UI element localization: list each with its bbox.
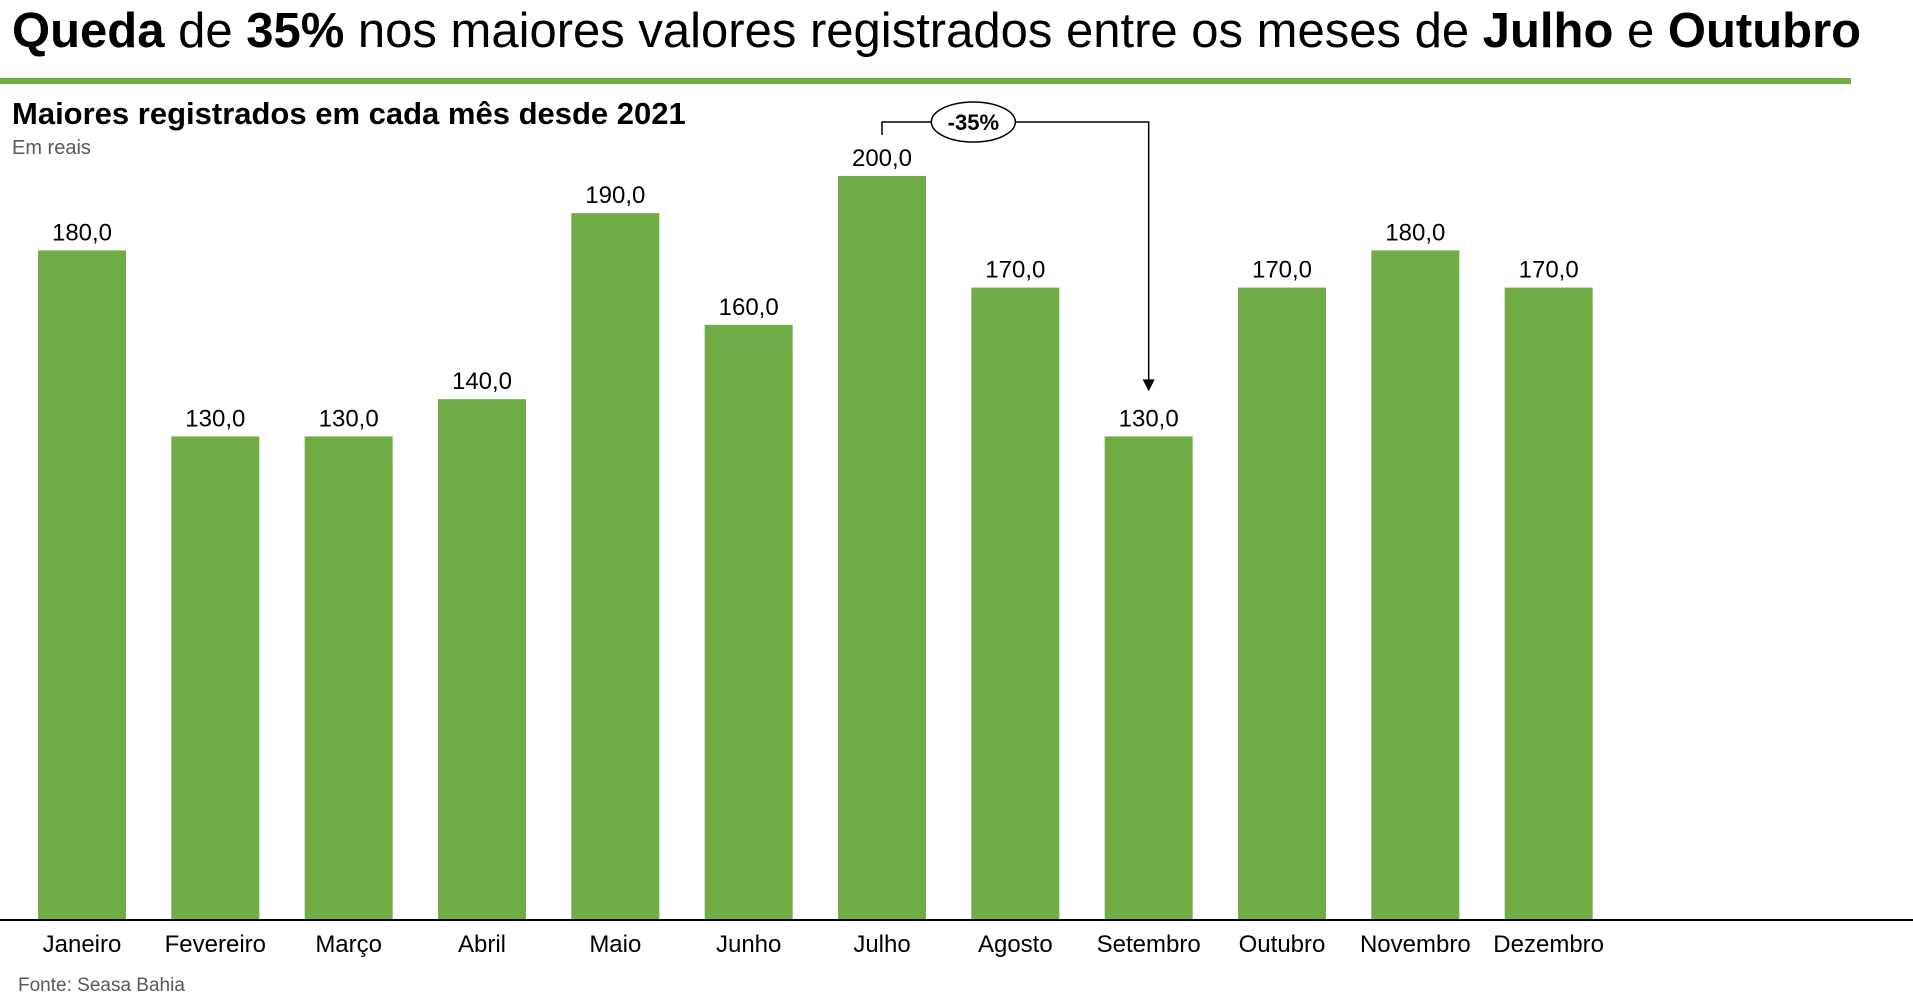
data-label-7: 200,0: [852, 145, 912, 172]
bar-12: [1504, 287, 1593, 921]
data-label-3: 130,0: [319, 405, 379, 432]
x-tick-label-11: Novembro: [1360, 931, 1471, 958]
source-note: Fonte: Seasa Bahia: [18, 975, 185, 996]
data-label-5: 190,0: [585, 182, 645, 209]
x-tick-label-7: Julho: [853, 931, 910, 958]
headline-part-3: 35%: [246, 4, 345, 58]
data-label-8: 170,0: [985, 257, 1045, 284]
data-label-10: 170,0: [1252, 257, 1312, 284]
bar-8: [971, 287, 1060, 921]
annotation-line-right: [1015, 121, 1150, 382]
bar-4: [438, 399, 526, 920]
headline-part-4: nos maiores valores registrados entre os…: [344, 4, 1483, 58]
x-tick-label-8: Agosto: [978, 931, 1053, 958]
bar-1: [38, 250, 126, 920]
annotation-line-left: [881, 121, 932, 135]
headline: Queda de 35% nos maiores valores registr…: [12, 0, 1861, 62]
annotation-label: -35%: [948, 110, 999, 135]
data-label-4: 140,0: [452, 368, 512, 395]
chart-subtitle: Em reais: [12, 137, 91, 159]
annotation-arrowhead: [1142, 379, 1155, 392]
annotation-bubble: [930, 101, 1017, 143]
bar-9: [1104, 436, 1193, 920]
headline-part-1: Queda: [12, 4, 165, 58]
x-tick-label-10: Outubro: [1239, 931, 1326, 958]
data-label-11: 180,0: [1385, 219, 1445, 246]
bar-5: [571, 213, 660, 920]
headline-part-6: e: [1613, 4, 1668, 58]
x-tick-label-6: Junho: [716, 931, 781, 958]
data-label-6: 160,0: [719, 294, 779, 321]
data-label-12: 170,0: [1519, 257, 1579, 284]
bar-2: [171, 436, 260, 920]
x-tick-label-12: Dezembro: [1493, 931, 1604, 958]
x-tick-label-9: Setembro: [1097, 931, 1201, 958]
bar-3: [304, 436, 393, 920]
bar-6: [704, 324, 793, 920]
x-tick-label-1: Janeiro: [43, 931, 122, 958]
headline-part-7: Outubro: [1667, 4, 1862, 58]
x-tick-label-3: Março: [315, 931, 382, 958]
data-label-9: 130,0: [1119, 405, 1179, 432]
headline-divider: [0, 78, 1851, 84]
x-tick-label-2: Fevereiro: [165, 931, 266, 958]
bar-7: [838, 176, 926, 920]
x-tick-label-5: Maio: [589, 931, 641, 958]
headline-part-5: Julho: [1482, 4, 1614, 58]
data-label-1: 180,0: [52, 219, 112, 246]
bar-11: [1371, 250, 1460, 920]
headline-part-2: de: [164, 4, 247, 58]
bar-10: [1238, 287, 1326, 921]
data-label-2: 130,0: [185, 405, 245, 432]
chart-title: Maiores registrados em cada mês desde 20…: [12, 96, 686, 131]
x-tick-label-4: Abril: [458, 931, 506, 958]
